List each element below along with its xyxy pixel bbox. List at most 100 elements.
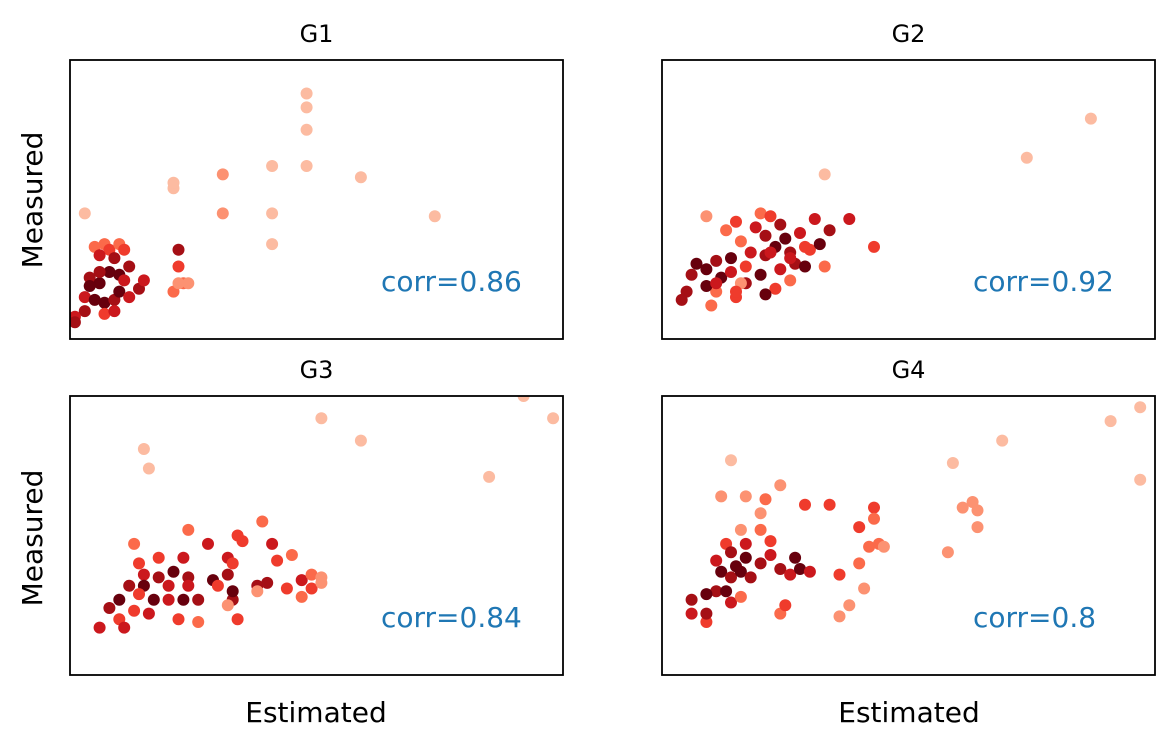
scatter-point: [354, 171, 367, 184]
scatter-point: [172, 277, 185, 290]
scatter-point: [690, 257, 703, 270]
scatter-points: [685, 401, 1147, 628]
scatter-point: [784, 252, 797, 265]
scatter-point: [764, 246, 777, 259]
scatter-point: [103, 602, 116, 614]
scatter-point: [83, 280, 96, 292]
scatter-point: [754, 207, 767, 220]
scatter-point: [813, 238, 826, 251]
panels: G1 corr=0.86 G2 corr=0.92 G3 corr=0.84 G4 corr=…: [69, 20, 1156, 676]
scatter-point: [789, 551, 802, 564]
scatter-point: [759, 229, 772, 242]
scatter-point: [779, 599, 792, 612]
scatter-point: [172, 243, 185, 256]
scatter-point: [295, 574, 308, 587]
scatter-point: [744, 246, 757, 259]
scatter-point: [177, 551, 190, 564]
scatter-point: [113, 285, 126, 298]
scatter-point: [88, 293, 101, 306]
scatter-point: [93, 621, 106, 634]
scatter-point: [1134, 401, 1147, 414]
scatter-point: [517, 396, 530, 402]
scatter-point: [162, 579, 175, 592]
scatter-point: [1084, 112, 1097, 125]
scatter-point: [172, 613, 185, 626]
scatter-point: [483, 470, 496, 483]
scatter-point: [182, 579, 195, 592]
scatter-point: [710, 254, 723, 267]
scatter-point: [295, 590, 308, 603]
scatter-point: [799, 240, 811, 253]
scatter-point: [182, 571, 195, 584]
scatter-point: [118, 274, 131, 287]
scatter-point: [710, 277, 723, 290]
scatter-point: [749, 221, 762, 234]
scatter-point: [128, 604, 141, 617]
scatter-points: [70, 87, 441, 329]
scatter-point: [754, 507, 767, 520]
scatter-point: [700, 280, 713, 292]
scatter-point: [720, 224, 733, 237]
scatter-point: [300, 123, 313, 136]
scatter-point: [685, 607, 698, 620]
scatter-point: [715, 490, 728, 503]
scatter-point: [715, 565, 728, 578]
scatter-point: [108, 252, 121, 265]
scatter-point: [744, 571, 757, 584]
scatter-point: [808, 213, 821, 225]
scatter-point: [162, 593, 175, 606]
scatter-point: [705, 299, 718, 312]
scatter-point: [739, 551, 752, 564]
scatter-point: [868, 240, 880, 253]
scatter-points: [675, 112, 1097, 312]
scatter-point: [172, 260, 185, 273]
correlation-label: corr=0.84: [381, 601, 522, 634]
correlation-label: corr=0.92: [973, 265, 1114, 298]
x-axis-label-right: Estimated: [838, 696, 979, 729]
scatter-point: [764, 535, 777, 548]
scatter-point: [300, 101, 313, 114]
correlation-label: corr=0.8: [973, 601, 1096, 634]
scatter-point: [123, 260, 136, 273]
scatter-point: [182, 277, 195, 290]
scatter-point: [685, 268, 698, 281]
scatter-point: [192, 593, 205, 606]
scatter-point: [315, 412, 328, 425]
scatter-point: [730, 285, 742, 298]
scatter-point: [710, 554, 723, 567]
y-axis-label-bottom: Measured: [16, 470, 49, 607]
scatter-point: [118, 243, 131, 256]
scatter-point: [700, 607, 713, 620]
scatter-point: [799, 260, 811, 273]
scatter-point: [784, 274, 797, 287]
scatter-point: [266, 160, 279, 172]
scatter-point: [1020, 151, 1033, 164]
scatter-point: [739, 537, 752, 550]
scatter-point: [833, 568, 846, 581]
scatter-point: [774, 263, 787, 276]
scatter-point: [843, 599, 856, 612]
scatter-point: [280, 582, 293, 595]
scatter-point: [123, 291, 136, 304]
scatter-point: [142, 607, 155, 620]
scatter-point: [858, 582, 871, 595]
scatter-point: [725, 596, 737, 609]
scatter-point: [710, 585, 723, 598]
scatter-point: [863, 540, 876, 553]
scatter-point: [803, 565, 816, 578]
scatter-point: [734, 523, 747, 536]
scatter-point: [774, 479, 787, 492]
scatter-points: [93, 396, 560, 634]
scatter-point: [142, 462, 155, 475]
scatter-point: [103, 266, 116, 278]
scatter-point: [700, 263, 713, 276]
scatter-point: [266, 207, 279, 220]
scatter-point: [266, 537, 279, 550]
scatter-point: [946, 457, 959, 469]
scatter-point: [799, 498, 811, 511]
scatter-point: [221, 568, 234, 581]
scatter-point: [794, 563, 806, 575]
scatter-point: [853, 521, 866, 534]
scatter-point: [137, 568, 150, 581]
